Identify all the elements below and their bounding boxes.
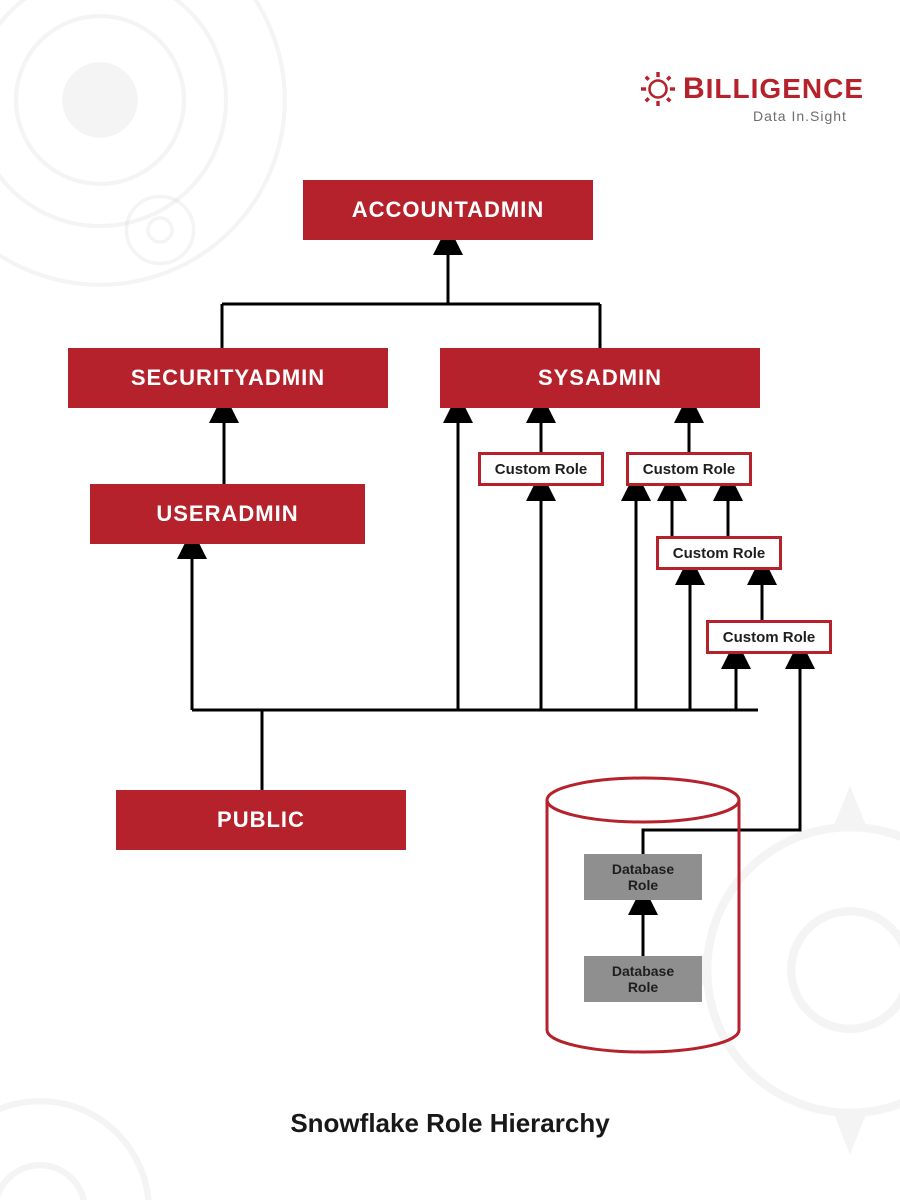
- node-label: DatabaseRole: [612, 963, 674, 995]
- node-custom-role: Custom Role: [626, 452, 752, 486]
- node-database-role: DatabaseRole: [584, 956, 702, 1002]
- gear-icon: [100, 170, 220, 290]
- node-custom-role: Custom Role: [656, 536, 782, 570]
- gear-icon: [641, 72, 675, 106]
- brand-logo: BILLIGENCE Data In.Sight: [641, 72, 864, 124]
- node-label: PUBLIC: [217, 807, 305, 833]
- node-label: ACCOUNTADMIN: [352, 197, 544, 223]
- node-label: SYSADMIN: [538, 365, 662, 391]
- node-label: SECURITYADMIN: [131, 365, 325, 391]
- node-label: DatabaseRole: [612, 861, 674, 893]
- node-custom-role: Custom Role: [478, 452, 604, 486]
- node-securityadmin: SECURITYADMIN: [68, 348, 388, 408]
- node-public: PUBLIC: [116, 790, 406, 850]
- brand-tagline: Data In.Sight: [641, 108, 864, 124]
- node-database-role: DatabaseRole: [584, 854, 702, 900]
- node-label: Custom Role: [643, 461, 736, 478]
- node-label: USERADMIN: [156, 501, 298, 527]
- node-custom-role: Custom Role: [706, 620, 832, 654]
- node-useradmin: USERADMIN: [90, 484, 365, 544]
- brand-name: BILLIGENCE: [683, 72, 864, 106]
- node-sysadmin: SYSADMIN: [440, 348, 760, 408]
- diagram-title: Snowflake Role Hierarchy: [0, 1108, 900, 1139]
- node-label: Custom Role: [723, 629, 816, 646]
- node-label: Custom Role: [673, 545, 766, 562]
- diagram-canvas: BILLIGENCE Data In.Sight: [0, 0, 900, 1200]
- node-accountadmin: ACCOUNTADMIN: [303, 180, 593, 240]
- node-label: Custom Role: [495, 461, 588, 478]
